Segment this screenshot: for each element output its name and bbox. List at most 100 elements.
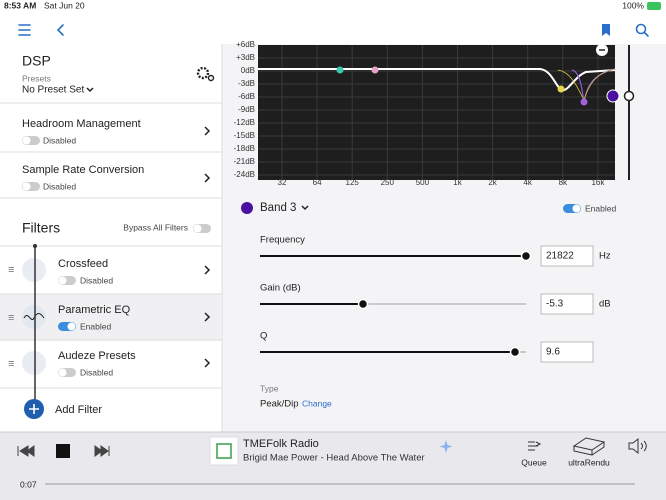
previous-button[interactable]: [17, 445, 35, 457]
x-axis-label: 1k: [453, 178, 462, 187]
add-filter-button[interactable]: Add Filter: [24, 399, 102, 419]
band-select[interactable]: Band 3: [260, 202, 296, 214]
y-axis-label: 0dB: [241, 66, 255, 75]
drag-handle: ≡: [8, 264, 14, 276]
setting-title: Sample Rate Conversion: [22, 164, 144, 176]
dsp-title: DSP: [22, 53, 51, 69]
chevron: [204, 358, 211, 368]
filter-status: Disabled: [80, 275, 113, 285]
settings-gear[interactable]: [196, 66, 215, 82]
queue-label[interactable]: Queue: [521, 457, 547, 467]
chevron: [204, 173, 211, 183]
presets-label: Presets: [22, 73, 51, 83]
album-art: [209, 436, 239, 466]
stop-button[interactable]: [56, 444, 70, 458]
slider-knob[interactable]: [520, 250, 532, 262]
x-axis-label: 250: [381, 178, 395, 187]
next-button[interactable]: [94, 445, 110, 457]
setting-title: Headroom Management: [22, 118, 141, 130]
param-input[interactable]: [540, 293, 594, 315]
drag-handle: ≡: [8, 358, 14, 370]
y-axis-label: -18dB: [234, 144, 255, 153]
slider-knob[interactable]: [509, 346, 521, 358]
type-label: Type: [260, 383, 279, 393]
x-axis-label: 4k: [523, 178, 532, 187]
toggle-knob: [67, 322, 76, 331]
band-color: [241, 202, 253, 214]
setting-row[interactable]: Headroom Management Disabled: [22, 118, 211, 145]
y-axis-label: +3dB: [236, 53, 255, 62]
param-label: Gain (dB): [260, 283, 301, 294]
queue-icon[interactable]: [528, 441, 542, 451]
sparkle: [439, 440, 453, 453]
filter-icon: [22, 351, 46, 375]
y-axis-label: -6dB: [238, 92, 255, 101]
y-axis-label: -9dB: [238, 105, 255, 114]
bookmark-button[interactable]: [602, 24, 610, 36]
x-axis-label: 64: [313, 178, 322, 187]
grid: +6dB +3dB 0dB -3dB -6dB -9dB -12dB -15dB -18dB -2…: [234, 40, 615, 187]
setting-status: Disabled: [43, 135, 76, 145]
param-value: 21822: [546, 251, 574, 262]
filter-row[interactable]: ≡ Crossfeed Disabled: [8, 258, 211, 285]
battery-label: 100%: [622, 0, 644, 10]
band-enabled: Enabled: [585, 203, 616, 213]
y-axis-label: -24dB: [234, 170, 255, 179]
x-axis-label: 16k: [591, 178, 605, 187]
x-axis-label: 8k: [559, 178, 568, 187]
menu-button[interactable]: [18, 24, 31, 36]
chevron: [204, 126, 211, 136]
chevron: [204, 312, 211, 322]
param-input[interactable]: [540, 245, 594, 267]
band-point[interactable]: [371, 66, 379, 74]
filter-icon: [22, 258, 46, 282]
x-axis-label: 32: [278, 178, 287, 187]
filter-row[interactable]: ≡ Audeze Presets Disabled: [8, 350, 211, 377]
track-title: Brigid Mae Power - Head Above The Water: [243, 453, 425, 464]
filter-name: Audeze Presets: [58, 350, 136, 362]
volume-button[interactable]: [628, 437, 647, 455]
chevron: [204, 265, 211, 275]
station-name: TMEFolk Radio: [243, 438, 319, 450]
preset-caret: [86, 87, 94, 93]
band-point[interactable]: [580, 98, 588, 106]
param-input[interactable]: [540, 341, 594, 363]
change-link[interactable]: Change: [302, 398, 332, 408]
param-unit: Hz: [599, 251, 611, 262]
date: Sat Jun 20: [44, 0, 85, 10]
filter-row[interactable]: ≡ Parametric EQ Enabled: [8, 304, 211, 331]
drag-handle: ≡: [8, 312, 14, 324]
toggle-knob: [58, 368, 67, 377]
x-axis-label: 500: [416, 178, 430, 187]
setting-row[interactable]: Sample Rate Conversion Disabled: [22, 164, 211, 191]
y-axis-label: -3dB: [238, 79, 255, 88]
band-point[interactable]: [557, 85, 565, 93]
player-bar: [0, 432, 666, 500]
slider-knob[interactable]: [623, 90, 635, 102]
add-filter-label: Add Filter: [55, 404, 102, 416]
filters-title: Filters: [22, 220, 60, 236]
filter-status: Enabled: [80, 321, 111, 331]
back-button[interactable]: [56, 24, 64, 36]
param-label: Frequency: [260, 235, 305, 246]
parameters: Frequency 21822 Hz Gain (dB) -5.3 dB Q 9.6: [260, 235, 611, 363]
slider-knob[interactable]: [357, 298, 369, 310]
eq-graph: [258, 45, 615, 180]
param-value: 9.6: [546, 347, 560, 358]
search-button[interactable]: [635, 23, 649, 37]
type-value: Peak/Dip: [260, 399, 299, 410]
device-label[interactable]: ultraRendu: [568, 457, 610, 467]
preset-select[interactable]: No Preset Set: [22, 85, 84, 96]
filter-name: Crossfeed: [58, 258, 108, 270]
setting-status: Disabled: [43, 181, 76, 191]
band-caret: [301, 205, 309, 211]
band-point[interactable]: [336, 66, 344, 74]
device-icon[interactable]: [572, 437, 606, 456]
param-label: Q: [260, 331, 267, 342]
y-axis-label: -21dB: [234, 157, 255, 166]
filter-name: Parametric EQ: [58, 304, 131, 316]
bypass-label: Bypass All Filters: [123, 222, 188, 232]
selected-band-point[interactable]: [606, 89, 620, 103]
x-axis-label: 125: [346, 178, 360, 187]
